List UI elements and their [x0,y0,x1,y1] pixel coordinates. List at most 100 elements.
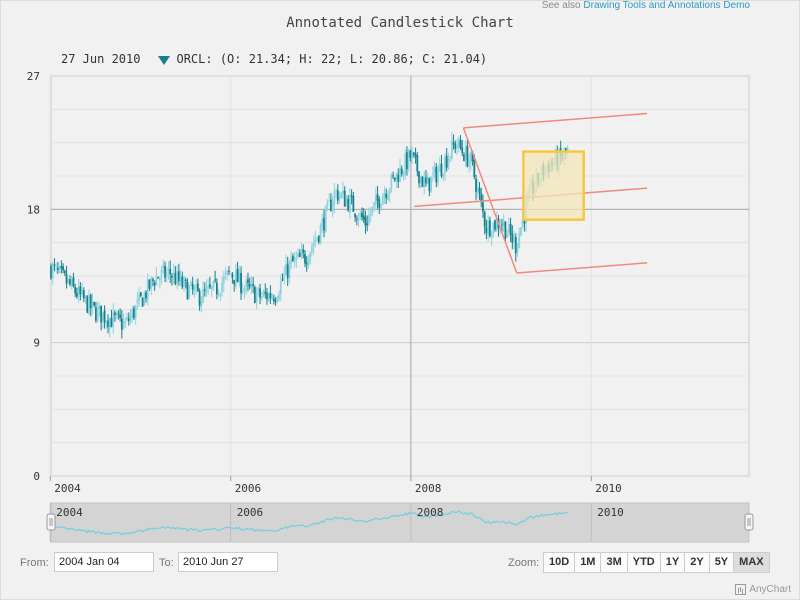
to-label: To: [159,557,174,569]
to-date-input[interactable]: 2010 Jun 27 [178,552,278,572]
candle-body [169,268,172,275]
from-label: From: [20,557,49,569]
candle-body [342,190,344,194]
candle-body [200,301,203,307]
candle-body [183,278,185,286]
candle-body [122,321,125,329]
zoom-button-1m[interactable]: 1M [574,552,602,573]
candle-body [466,145,469,167]
candle-body [513,237,515,242]
candle-body [257,287,260,292]
falling-marker-icon [158,55,171,65]
zoom-button-2y[interactable]: 2Y [684,552,710,573]
candle-body [174,273,177,285]
candle-body [152,279,154,281]
candle-body [343,190,346,207]
candle-body [376,194,379,201]
candle-body [124,321,127,323]
candle-body [60,265,63,269]
candle-body [196,283,199,291]
candle-body [176,271,179,283]
candle-body [323,217,325,231]
candle-body [521,219,524,227]
from-date-input[interactable]: 2004 Jan 04 [54,552,154,572]
zoom-button-max[interactable]: MAX [733,552,770,573]
candle-body [55,265,58,267]
candle-body [454,143,457,149]
zoom-button-3m[interactable]: 3M [600,552,628,573]
candle-body [82,290,85,299]
candle-body [214,279,217,281]
candle-body [162,265,165,269]
candle-body [445,155,448,168]
candle-body [464,146,467,160]
candle-body [164,265,166,278]
candle-body [407,149,410,169]
candlestick-chart[interactable]: 0 9 18 27 2004 2006 2008 2010 2004 2006 2008 2010 [0,0,800,550]
candle-body [328,200,331,202]
candle-body [278,294,280,300]
candle-body [507,224,510,233]
candle-body [423,178,426,187]
candle-body [233,279,236,285]
candle-body [190,281,192,286]
candle-body [295,257,298,260]
candle-body [511,233,514,243]
zoom-button-1y[interactable]: 1Y [659,552,686,573]
candle-body [69,279,71,285]
zoom-button-5y[interactable]: 5Y [708,552,735,573]
candle-body [383,193,386,197]
candle-body [488,220,491,237]
candle-body [300,251,303,257]
candle-body [228,270,230,272]
scroller-tick-label: 2006 [237,506,264,519]
candle-body [88,295,90,314]
candle-body [150,277,153,287]
x-tick-label: 2004 [54,482,81,495]
candle-body [110,317,113,328]
candle-body [266,292,268,300]
candle-body [319,225,322,244]
candle-body [74,287,77,294]
candle-body [425,177,427,184]
candle-body [393,177,396,181]
drawing-tools-demo-link[interactable]: Drawing Tools and Annotations Demo [583,0,750,11]
candle-body [428,177,431,192]
candle-body [165,272,168,277]
candle-body [504,221,507,239]
candle-body [63,270,66,274]
candle-body [247,279,249,283]
candle-body [461,147,464,153]
candle-body [288,261,291,278]
legend-series-values: ORCL: (O: 21.34; H: 22; L: 20.86; C: 21.… [176,52,488,66]
scroller-right-handle[interactable] [744,513,754,531]
candle-body [139,292,142,297]
candle-body [248,283,251,287]
candle-body [215,282,218,295]
candle-body [440,163,443,177]
candle-body [404,154,407,174]
zoom-button-ytd[interactable]: YTD [626,552,661,573]
zoom-button-10d[interactable]: 10D [543,552,576,573]
candle-body [304,254,306,264]
candle-body [70,279,73,287]
candle-body [387,194,389,201]
candle-body [416,155,419,172]
candle-body [347,198,350,211]
candle-body [371,206,374,214]
candle-body [79,286,82,295]
candle-body [259,288,261,298]
candle-body [392,175,395,177]
candle-body [62,266,64,271]
candle-body [129,315,132,321]
candle-body [368,215,370,225]
zoom-label: Zoom: [508,557,540,569]
candle-body [312,243,315,247]
candle-body [357,219,360,221]
anychart-logo-icon [735,584,747,595]
scroller-left-handle[interactable] [46,513,56,531]
candle-body [210,286,213,289]
anychart-credit[interactable]: AnyChart [735,584,791,595]
candle-body [84,295,87,297]
candle-body [483,211,486,227]
